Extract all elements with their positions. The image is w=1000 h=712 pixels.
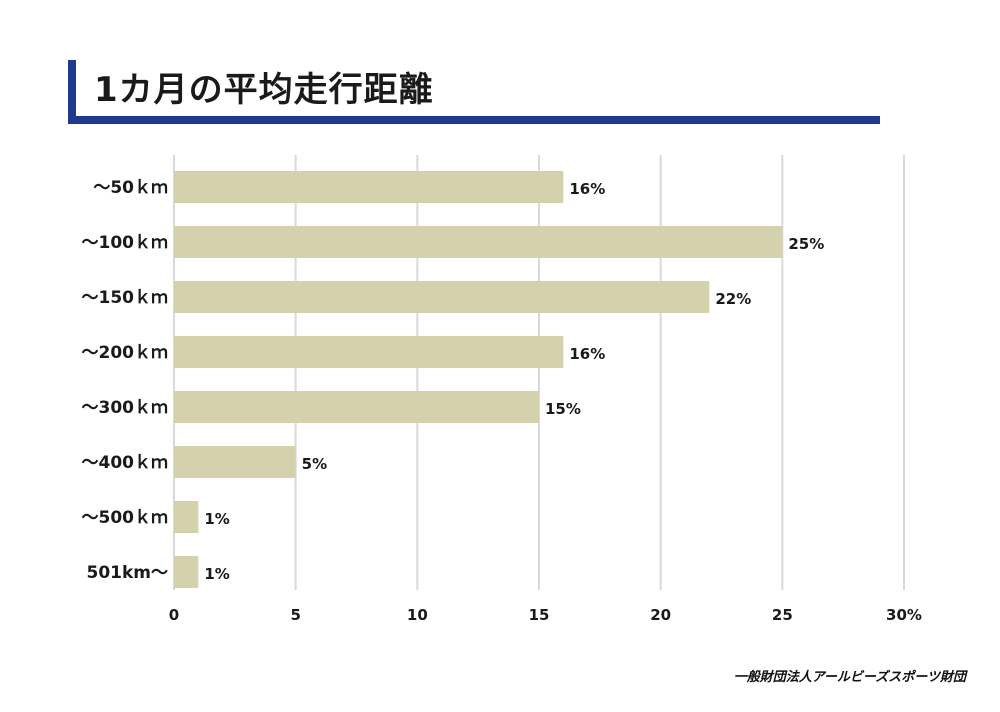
bar <box>174 501 199 533</box>
category-label: 〜150ｋｍ <box>82 288 169 308</box>
data-label: 16% <box>569 180 605 198</box>
bar <box>174 446 296 478</box>
bar <box>174 391 539 423</box>
x-tick-label: 15 <box>529 606 550 624</box>
category-label: 〜200ｋｍ <box>82 343 169 363</box>
bar <box>174 226 783 258</box>
title-block: 1カ月の平均走行距離 <box>68 58 880 126</box>
data-label: 25% <box>788 235 824 253</box>
bar <box>174 281 710 313</box>
x-tick-label: 5 <box>290 606 300 624</box>
x-tick-label: 30% <box>886 606 922 624</box>
category-label: 〜100ｋｍ <box>82 233 169 253</box>
data-label: 22% <box>715 290 751 308</box>
category-label: 〜500ｋｍ <box>82 508 169 528</box>
title-accent-bar <box>68 60 76 118</box>
category-label: 〜50ｋｍ <box>93 178 168 198</box>
chart-title: 1カ月の平均走行距離 <box>94 70 434 110</box>
x-tick-label: 0 <box>169 606 179 624</box>
category-label: 〜400ｋｍ <box>82 453 169 473</box>
data-label: 15% <box>545 400 581 418</box>
category-label: 〜300ｋｍ <box>82 398 169 418</box>
data-label: 16% <box>569 345 605 363</box>
data-label: 5% <box>302 455 327 473</box>
data-label: 1% <box>204 510 229 528</box>
bar <box>174 556 199 588</box>
x-tick-label: 25 <box>772 606 793 624</box>
bar <box>174 171 564 203</box>
category-label: 501km〜 <box>86 563 168 583</box>
x-tick-label: 10 <box>407 606 428 624</box>
x-tick-label: 20 <box>650 606 671 624</box>
title-underline <box>68 116 880 124</box>
source-credit: 一般財団法人アールビーズスポーツ財団 <box>733 670 966 685</box>
data-label: 1% <box>204 565 229 583</box>
bar <box>174 336 564 368</box>
